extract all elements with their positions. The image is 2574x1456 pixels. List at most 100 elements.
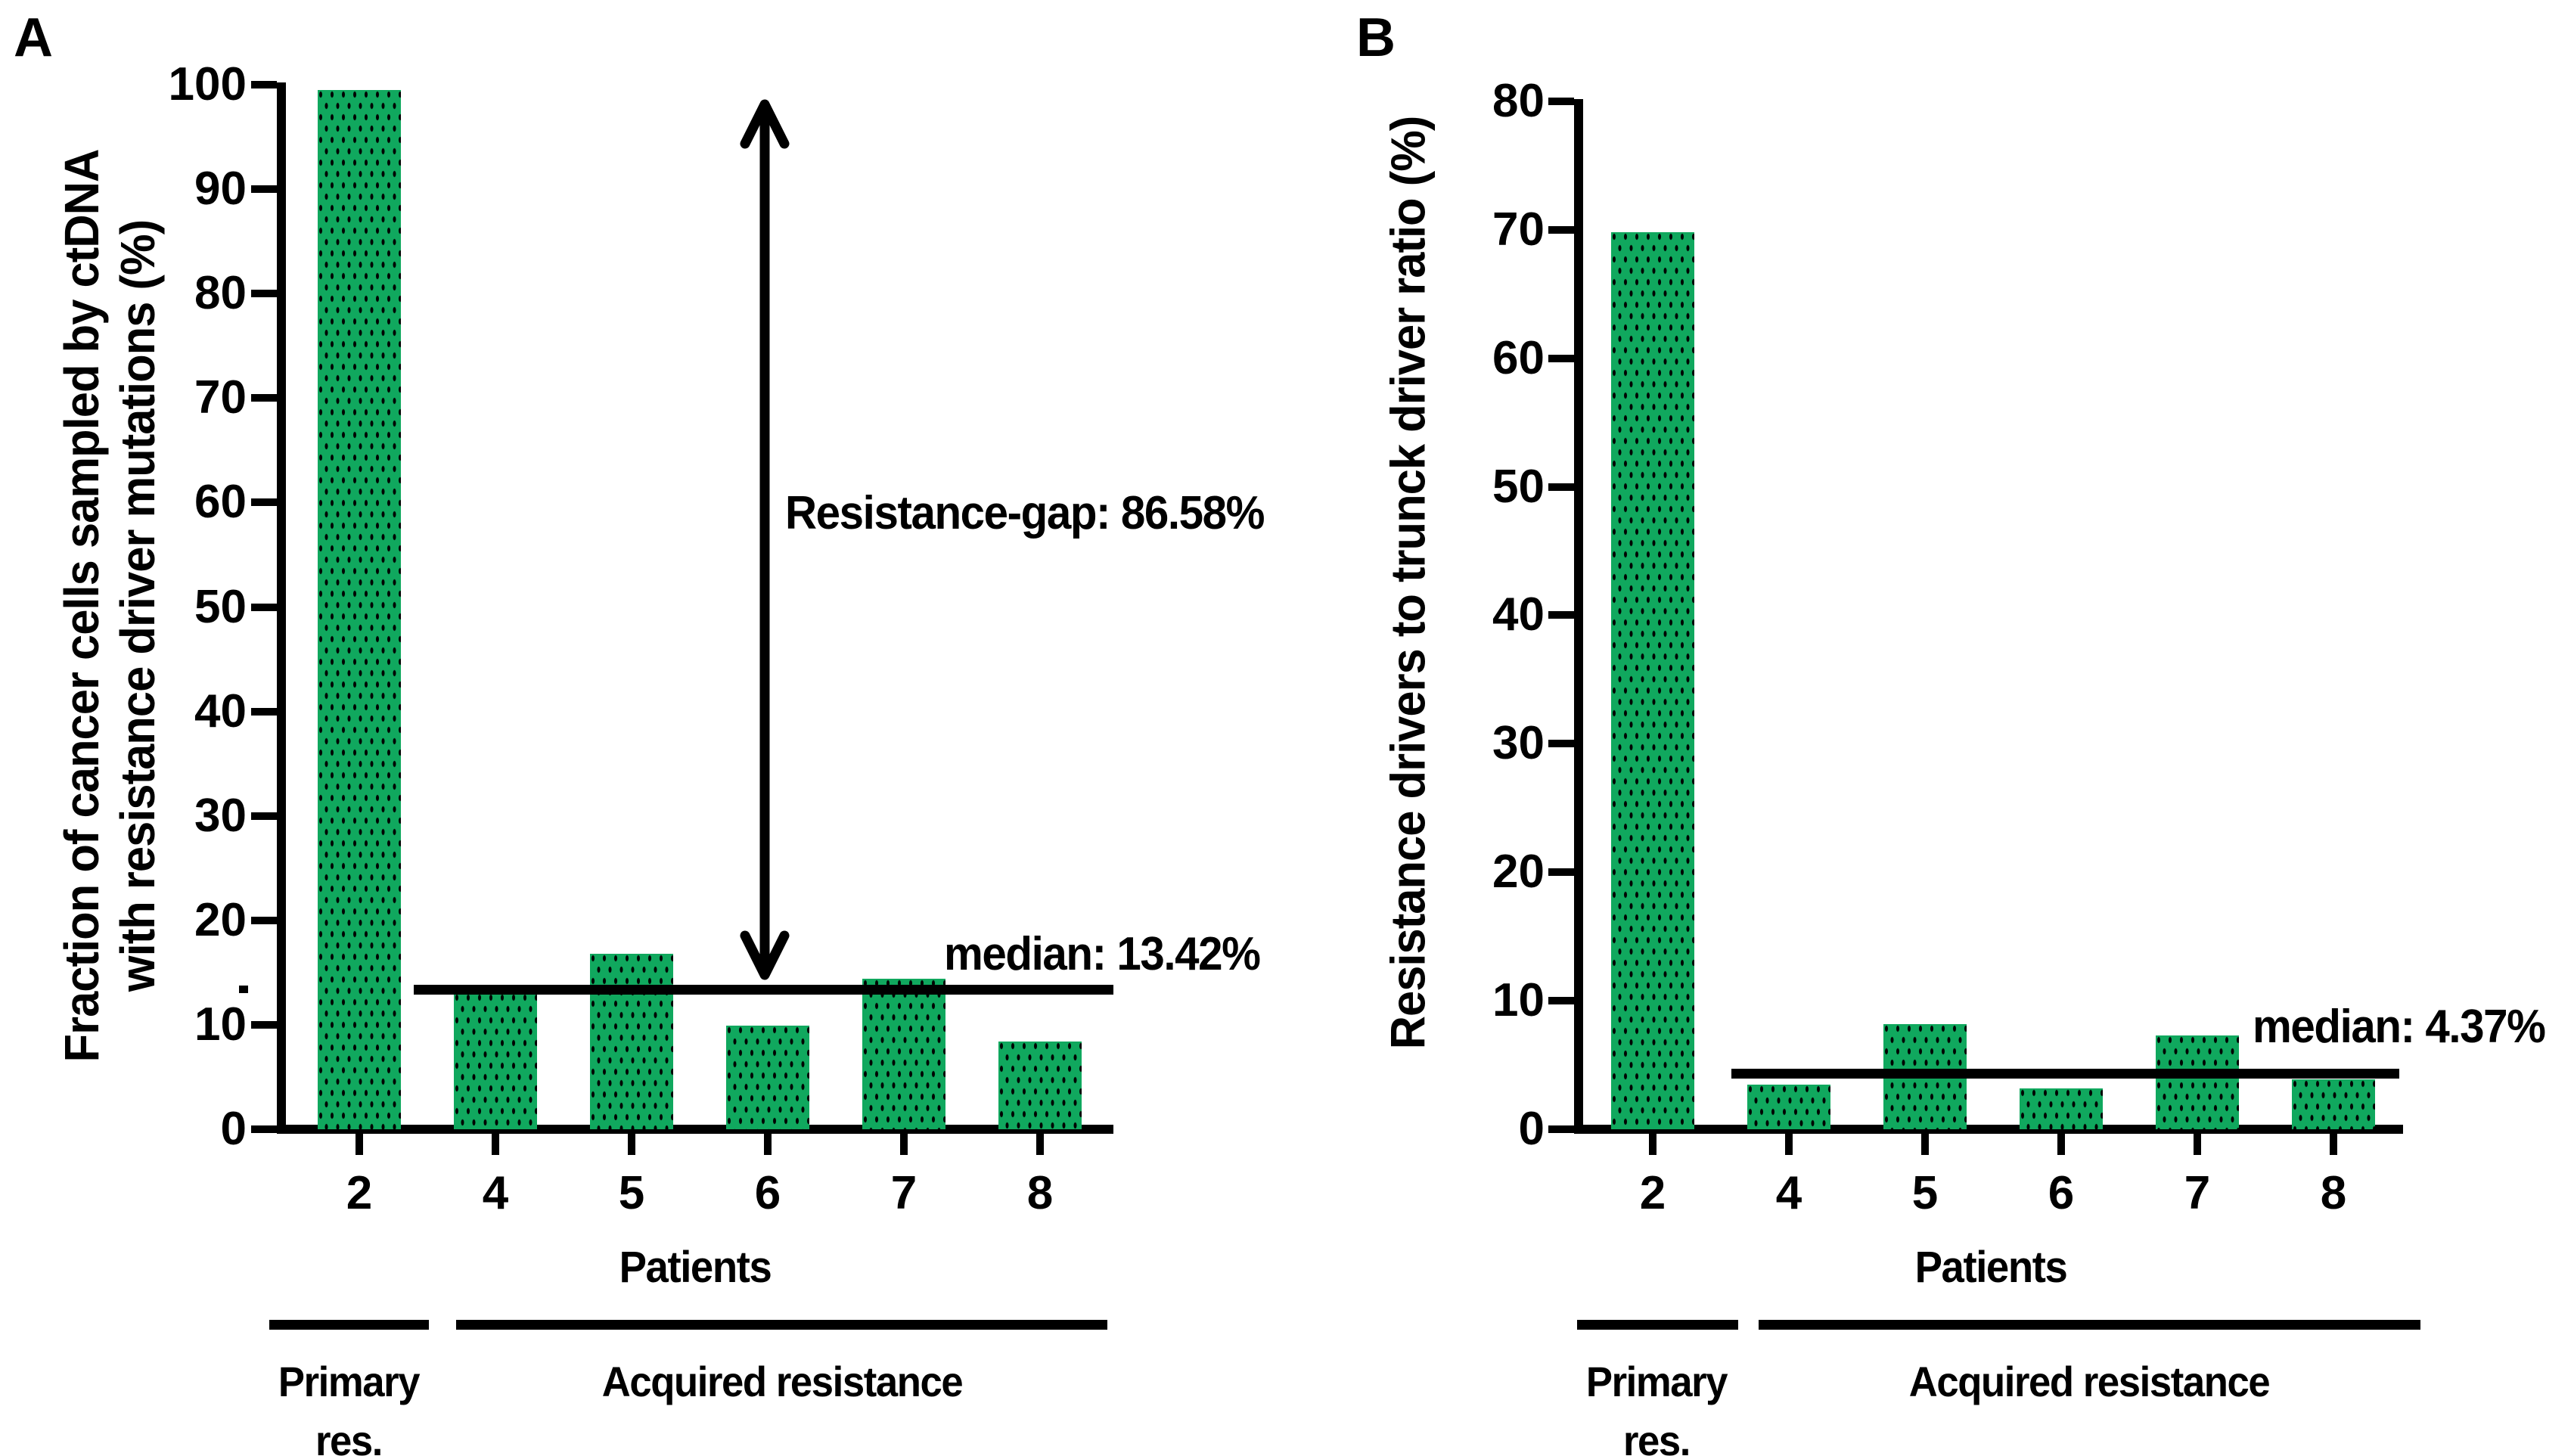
median-line <box>414 984 1113 995</box>
y-tick <box>251 707 277 716</box>
y-tick-label: 0 <box>1518 1103 1545 1155</box>
y-tick-label: 40 <box>194 685 247 737</box>
y-tick <box>251 498 277 507</box>
x-tick-label: 7 <box>2184 1167 2211 1219</box>
y-axis-line <box>1574 99 1583 1134</box>
y-tick-label: 70 <box>1492 203 1545 256</box>
y-tick <box>1548 354 1574 362</box>
x-tick-label: 2 <box>346 1167 373 1219</box>
arrow-head-down-icon <box>740 930 790 980</box>
y-tick <box>1548 483 1574 491</box>
panel-a-group-label-primary: Primary res. <box>206 1352 491 1456</box>
x-tick-label: 4 <box>1775 1167 1802 1219</box>
x-tick-label: 6 <box>754 1167 781 1219</box>
y-tick-label: 60 <box>1492 331 1545 384</box>
y-tick-label: 20 <box>194 893 247 946</box>
x-tick <box>1036 1132 1044 1155</box>
y-tick-label: 80 <box>1492 74 1545 127</box>
resistance-gap-arrow <box>740 99 790 980</box>
bar-patient-4 <box>1747 1084 1830 1129</box>
y-tick-label: 90 <box>194 163 247 216</box>
x-tick <box>1921 1132 1929 1155</box>
bar-patient-2 <box>1611 232 1694 1129</box>
y-tick-label: 0 <box>220 1103 247 1155</box>
x-tick <box>356 1132 363 1155</box>
panel-b-group-label-acquired: Acquired resistance <box>1908 1358 2271 1405</box>
primary-res-line2: res. <box>1622 1417 1691 1456</box>
y-tick <box>1548 868 1574 877</box>
panel-b-letter: B <box>1356 8 1396 68</box>
median-line-left-stub <box>239 985 248 993</box>
x-tick <box>628 1132 635 1155</box>
y-tick-label: 60 <box>194 476 247 529</box>
bar-patient-7 <box>2156 1035 2239 1129</box>
bar-patient-8 <box>2292 1079 2375 1129</box>
panel-b-group-label-primary: Primary res. <box>1514 1352 1799 1456</box>
x-tick <box>492 1132 499 1155</box>
y-tick <box>251 81 277 88</box>
y-tick <box>251 812 277 820</box>
y-tick-label: 20 <box>1492 846 1545 899</box>
y-tick <box>251 916 277 924</box>
x-tick <box>1785 1132 1793 1155</box>
bar-patient-8 <box>998 1041 1082 1129</box>
x-tick-label: 5 <box>618 1167 645 1219</box>
y-tick-label: 10 <box>194 998 247 1051</box>
x-tick <box>2057 1132 2065 1155</box>
panel-b-x-axis-title: Patients <box>1914 1243 2068 1292</box>
x-axis-line <box>1574 1125 2403 1134</box>
median-line <box>1731 1068 2399 1079</box>
panel-a-plot: 0 10 20 30 40 50 60 70 80 90 100 2 4 5 6 7 8 <box>168 58 1113 1219</box>
bar-patient-7 <box>862 979 945 1129</box>
y-axis-line <box>277 82 286 1134</box>
y-tick-label: 30 <box>194 789 247 842</box>
x-tick-label: 5 <box>1911 1167 1939 1219</box>
panel-a-x-axis-title: Patients <box>619 1243 772 1292</box>
bar-patient-2 <box>318 89 401 1129</box>
x-tick-label: 6 <box>2048 1167 2075 1219</box>
y-tick <box>1548 225 1574 234</box>
y-tick <box>1548 1125 1574 1133</box>
primary-res-line1: Primary <box>1585 1358 1728 1405</box>
y-tick-label: 100 <box>168 58 247 110</box>
x-tick <box>2330 1132 2337 1155</box>
y-tick-label: 50 <box>1492 460 1545 513</box>
bar-patient-5 <box>590 953 673 1129</box>
x-tick-label: 7 <box>890 1167 918 1219</box>
y-tick-label: 70 <box>194 371 247 424</box>
bar-patient-6 <box>2020 1088 2103 1129</box>
panel-a-group-label-acquired: Acquired resistance <box>601 1358 964 1405</box>
y-tick <box>251 290 277 298</box>
panel-a-group-line-acquired <box>456 1320 1107 1330</box>
panel-a-letter: A <box>14 8 53 68</box>
y-tick <box>251 1020 277 1029</box>
y-tick <box>1548 611 1574 619</box>
x-tick-label: 4 <box>482 1167 509 1219</box>
y-tick <box>251 185 277 194</box>
y-tick <box>1548 740 1574 748</box>
primary-res-line1: Primary <box>278 1358 421 1405</box>
bar-patient-6 <box>726 1026 809 1129</box>
primary-res-line2: res. <box>315 1417 383 1456</box>
bar-patient-4 <box>454 993 537 1129</box>
panel-b-group-line-primary <box>1577 1320 1738 1330</box>
y-tick-label: 30 <box>1492 717 1545 770</box>
panel-a-resistance-gap-annotation: Resistance-gap: 86.58% <box>785 487 1265 539</box>
y-tick-label: 40 <box>1492 588 1545 641</box>
x-tick <box>900 1132 908 1155</box>
x-tick-label: 2 <box>1639 1167 1666 1219</box>
panel-A: A Fraction of cancer cells sampled by ct… <box>14 8 1265 1456</box>
y-tick <box>251 394 277 402</box>
y-tick <box>1548 97 1574 105</box>
x-tick <box>2194 1132 2201 1155</box>
x-tick <box>764 1132 772 1155</box>
y-tick-label: 50 <box>194 580 247 633</box>
panel-a-group-line-primary <box>269 1320 429 1330</box>
x-tick-label: 8 <box>1026 1167 1054 1219</box>
x-tick <box>1649 1132 1656 1155</box>
y-tick-label: 10 <box>1492 974 1545 1027</box>
y-tick <box>251 603 277 611</box>
